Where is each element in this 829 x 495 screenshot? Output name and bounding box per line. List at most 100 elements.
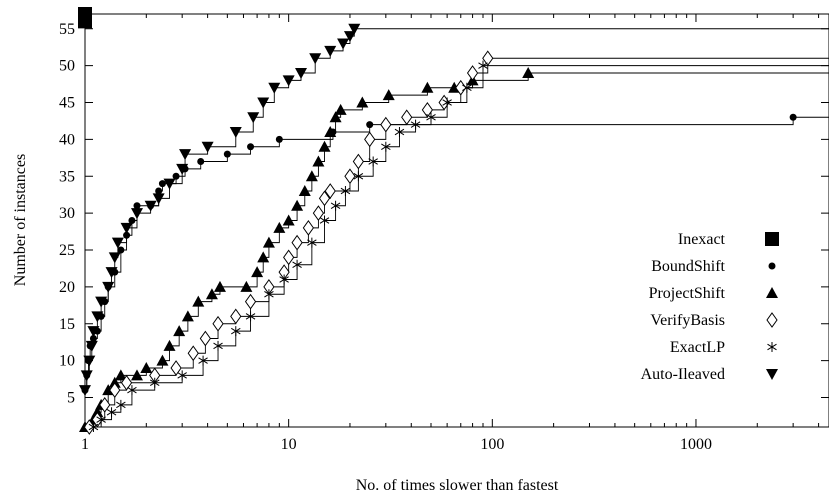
data-point-projectshift bbox=[192, 295, 205, 307]
data-point-verifybasis bbox=[302, 220, 315, 236]
legend-label-exactlp: ExactLP bbox=[670, 339, 725, 356]
data-point-auto-ileaved bbox=[268, 82, 281, 94]
data-point-exactlp bbox=[198, 355, 208, 366]
data-point-exactlp bbox=[96, 414, 106, 425]
data-point-exactlp bbox=[368, 156, 378, 167]
legend: Inexact BoundShift ProjectShift VerifyBasis… bbox=[641, 225, 779, 383]
data-point-projectshift bbox=[382, 89, 395, 101]
data-point-projectshift bbox=[329, 111, 342, 123]
data-point-projectshift bbox=[91, 406, 104, 418]
legend-label-projectshift: ProjectShift bbox=[649, 285, 726, 302]
data-point-projectshift bbox=[251, 266, 264, 278]
y-tick-label: 45 bbox=[59, 95, 75, 112]
data-point-verifybasis bbox=[120, 374, 133, 391]
data-point-auto-ileaved bbox=[282, 75, 295, 87]
y-tick-label: 55 bbox=[59, 21, 75, 38]
legend-bg bbox=[655, 279, 755, 299]
data-point-exactlp bbox=[319, 215, 330, 226]
data-point-projectshift bbox=[273, 221, 286, 233]
data-point-projectshift bbox=[421, 81, 434, 93]
data-point-exactlp bbox=[292, 259, 302, 270]
data-point-boundshift bbox=[247, 143, 255, 151]
x-tick-label: 1 bbox=[81, 436, 89, 453]
data-point-exactlp bbox=[330, 200, 341, 211]
data-point-projectshift bbox=[257, 251, 270, 263]
data-point-auto-ileaved bbox=[120, 222, 133, 234]
data-point-boundshift bbox=[366, 121, 374, 129]
data-point-auto-ileaved bbox=[87, 326, 100, 338]
data-point-projectshift bbox=[298, 185, 311, 196]
data-point-projectshift bbox=[262, 236, 275, 248]
data-point-verifybasis bbox=[380, 116, 392, 133]
data-point-exactlp bbox=[177, 370, 187, 381]
legend-bg bbox=[655, 225, 755, 245]
data-point-projectshift bbox=[181, 310, 194, 322]
data-point-exactlp bbox=[231, 326, 241, 337]
legend-label-verifybasis: VerifyBasis bbox=[650, 312, 725, 329]
series-exactlp bbox=[88, 60, 829, 432]
data-point-exactlp bbox=[149, 377, 160, 388]
data-point-exactlp bbox=[213, 340, 223, 351]
legend-label-auto-ileaved: Auto-Ileaved bbox=[641, 366, 725, 383]
data-point-auto-ileaved bbox=[348, 23, 361, 35]
data-point-boundshift bbox=[197, 158, 205, 165]
data-point-verifybasis bbox=[352, 153, 365, 170]
data-point-projectshift bbox=[114, 369, 127, 381]
data-point-exactlp bbox=[307, 237, 317, 248]
y-tick-label: 40 bbox=[59, 131, 75, 148]
legend-bg bbox=[655, 252, 755, 272]
data-point-exactlp bbox=[426, 112, 436, 123]
data-point-exactlp bbox=[410, 119, 421, 130]
data-point-projectshift bbox=[305, 170, 318, 182]
data-point-auto-ileaved bbox=[229, 127, 242, 138]
series-projectshift bbox=[79, 67, 829, 432]
data-point-verifybasis bbox=[318, 190, 331, 207]
data-point-auto-ileaved bbox=[111, 237, 124, 249]
data-point-projectshift bbox=[140, 362, 153, 373]
data-point-projectshift bbox=[108, 376, 121, 388]
y-tick-label: 50 bbox=[59, 58, 75, 75]
data-point-exactlp bbox=[245, 311, 256, 322]
data-point-auto-ileaved bbox=[309, 53, 322, 65]
data-point-auto-ileaved bbox=[108, 252, 121, 264]
data-point-auto-ileaved bbox=[343, 31, 356, 43]
data-point-verifybasis bbox=[230, 308, 242, 325]
data-point-verifybasis bbox=[482, 50, 494, 67]
data-point-projectshift bbox=[240, 280, 253, 292]
legend-marker-boundshift bbox=[768, 262, 776, 270]
data-point-auto-ileaved bbox=[324, 45, 337, 57]
data-point-boundshift bbox=[155, 187, 163, 195]
legend-marker-projectshift bbox=[766, 287, 778, 298]
data-point-projectshift bbox=[156, 354, 169, 366]
data-point-exactlp bbox=[88, 422, 99, 432]
data-point-exactlp bbox=[442, 97, 452, 108]
data-point-auto-ileaved bbox=[152, 193, 165, 205]
y-axis: 5 10 15 20 25 30 35 40 45 50 55 bbox=[59, 21, 829, 407]
legend-label-inexact: Inexact bbox=[678, 231, 726, 248]
series-inexact bbox=[78, 7, 829, 29]
legend-marker-verifybasis bbox=[766, 312, 778, 328]
data-point-exactlp bbox=[106, 407, 117, 418]
y-tick-label: 35 bbox=[59, 168, 75, 185]
data-point-verifybasis bbox=[344, 168, 356, 185]
data-point-verifybasis bbox=[291, 234, 303, 251]
x-tick-label: 10 bbox=[281, 436, 297, 453]
x-axis: 1 10 100 1000 bbox=[81, 14, 820, 453]
data-point-auto-ileaved bbox=[337, 38, 350, 50]
data-point-projectshift bbox=[312, 155, 325, 167]
data-point-projectshift bbox=[213, 280, 226, 292]
legend-label-boundshift: BoundShift bbox=[651, 258, 725, 275]
data-point-verifybasis bbox=[187, 345, 199, 362]
data-point-verifybasis bbox=[324, 183, 336, 199]
x-axis-label: No. of times slower than fastest bbox=[356, 477, 559, 494]
data-point-exactlp bbox=[462, 82, 472, 93]
data-point-projectshift bbox=[205, 288, 218, 300]
data-point-projectshift bbox=[130, 369, 143, 381]
series-auto-ileaved bbox=[79, 23, 829, 397]
data-point-auto-ileaved bbox=[295, 68, 308, 79]
data-point-verifybasis bbox=[199, 330, 211, 347]
data-point-auto-ileaved bbox=[80, 370, 93, 382]
data-point-projectshift bbox=[291, 199, 304, 211]
data-point-projectshift bbox=[324, 126, 337, 137]
